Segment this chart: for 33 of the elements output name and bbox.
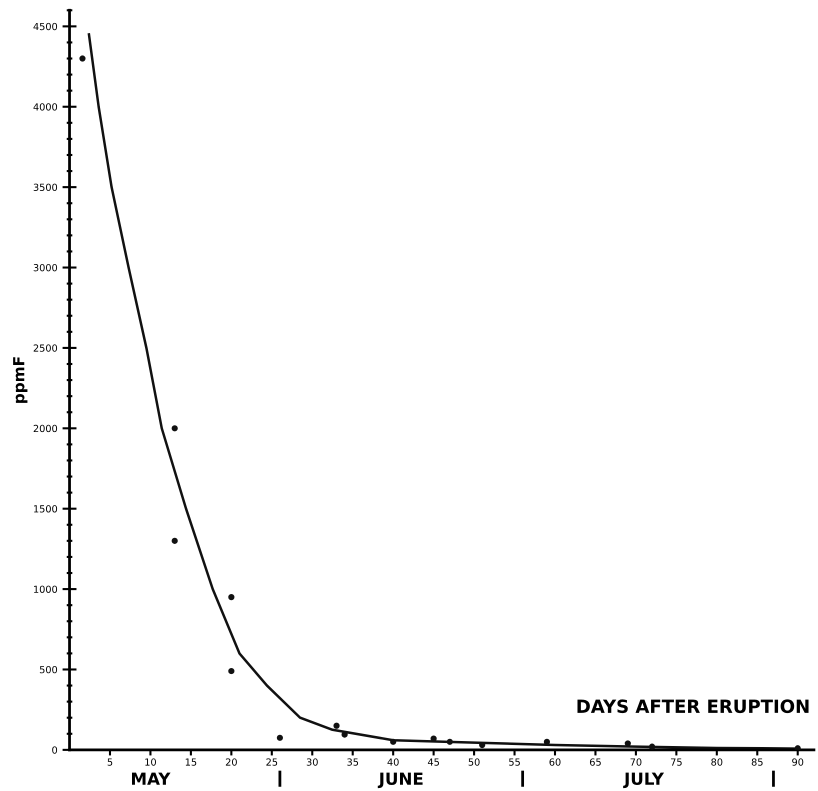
x-axis-title: DAYS AFTER ERUPTION xyxy=(577,699,809,714)
y-axis-title: ppmF xyxy=(13,357,28,403)
y-tick-label: 4000 xyxy=(33,103,58,111)
x-tick-label: 25 xyxy=(266,758,278,766)
y-tick-label: 2500 xyxy=(34,344,58,352)
y-tick-label: 1500 xyxy=(34,505,58,513)
y-tick-label: 500 xyxy=(40,666,58,674)
x-tick-label: 70 xyxy=(630,758,642,766)
x-tick-label: 20 xyxy=(226,758,237,766)
x-tick-label: 90 xyxy=(792,758,804,766)
x-tick-label: 65 xyxy=(590,758,601,766)
text: JUNE xyxy=(378,772,423,788)
x-tick-label: 30 xyxy=(306,758,318,766)
text: JULY xyxy=(623,772,664,788)
x-tick-label: 45 xyxy=(428,758,439,766)
x-tick-label: 40 xyxy=(387,758,399,766)
x-tick-label: 35 xyxy=(347,758,358,766)
x-tick-label: 80 xyxy=(711,758,722,766)
y-tick-label: 0 xyxy=(52,746,58,754)
x-tick-label: 10 xyxy=(145,758,156,766)
y-tick-label: 3500 xyxy=(34,184,58,191)
text: MAY xyxy=(132,772,171,785)
y-tick-label: 3000 xyxy=(34,264,58,272)
x-tick-label: 15 xyxy=(186,758,196,766)
x-tick-label: 55 xyxy=(509,758,520,766)
x-tick-label: 5 xyxy=(108,758,112,766)
x-tick-label: 50 xyxy=(468,758,480,766)
x-tick-label: 75 xyxy=(670,758,682,766)
x-tick-label: 60 xyxy=(549,758,561,766)
y-tick-label: 1000 xyxy=(34,586,58,593)
y-tick-label: 2000 xyxy=(34,424,58,432)
x-tick-label: 85 xyxy=(752,758,763,766)
y-tick-label: 4500 xyxy=(33,22,58,30)
